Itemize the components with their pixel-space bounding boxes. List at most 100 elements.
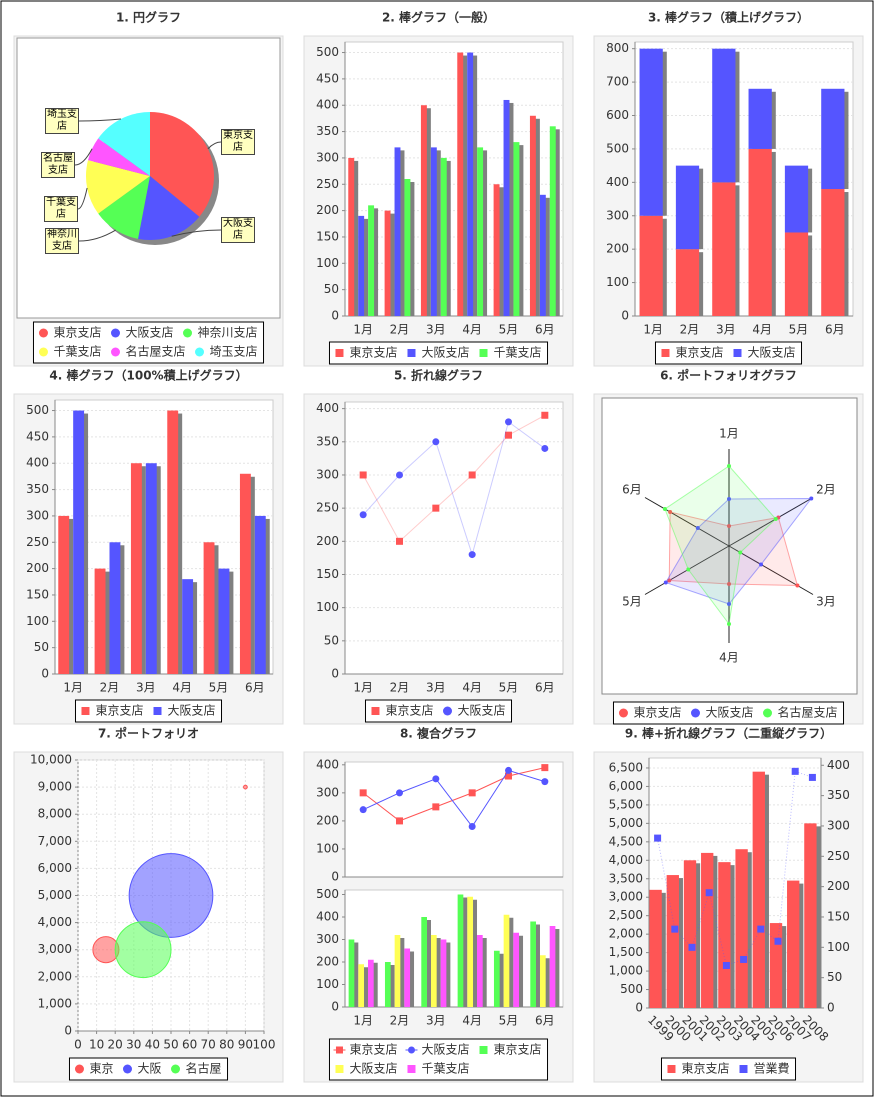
y-tick-label: 400 [316,757,339,771]
point [654,834,662,842]
radar-point [795,583,800,588]
x-tick-label: 2月 [390,1014,410,1028]
y-tick-label: 300 [316,785,339,799]
legend-label: 大阪支店 [125,326,173,340]
radar-axis-label: 6月 [622,483,642,497]
bar [358,215,365,316]
x-tick-label: 1月 [643,323,663,337]
y-tick-label: 100 [606,275,629,289]
point [432,803,440,811]
legend-label: 東京支店 [681,1062,729,1076]
bar [477,935,483,1007]
radar-point [663,580,668,585]
legend-label: 東京支店 [675,346,723,360]
point [359,471,367,479]
legend-label: 大阪支店 [705,706,753,720]
bar [718,862,731,1008]
point [541,778,549,786]
point [705,889,713,897]
radar-point [695,526,700,530]
legend-marker [81,707,90,715]
bar [493,184,500,316]
bar [457,894,464,1007]
x-tick-label: 1月 [353,323,373,337]
y-tick-label: 350 [316,434,339,448]
bar [440,939,447,1007]
x-tick-label: 5月 [499,323,519,337]
bar [254,515,266,674]
radar-point [727,602,731,606]
bar-shadow [424,108,431,316]
y-tick-label: 100 [316,600,339,614]
bar [549,926,556,1007]
legend-marker [479,349,488,357]
bar [675,165,700,250]
y2-tick-label: 0 [827,1001,835,1015]
point [541,764,549,772]
y-tick-label: 150 [316,229,339,243]
point [396,537,403,545]
bar-shadow [398,938,405,1007]
leader-line [171,229,222,237]
plot-area [344,889,564,1008]
x-tick-label: 2月 [390,681,410,695]
y-tick-label: 200 [316,203,339,217]
pie-slice [98,176,150,239]
bar [784,165,809,233]
y-tick-label: 2,000 [609,927,643,941]
point [757,925,765,933]
point [505,766,512,774]
y-tick-label: 500 [316,45,339,59]
y-tick-label: 0 [331,667,339,681]
bar-shadow [497,187,504,316]
y-tick-label: 500 [26,403,49,417]
legend: 東京支店 大阪支店 [364,699,513,723]
radar-point [668,510,673,514]
plot-area [344,401,564,675]
legend-label: 千葉支店 [494,346,542,360]
bar [639,215,663,316]
radar-point [773,517,778,521]
bar [712,48,736,183]
legend-label: 大阪支店 [349,1062,397,1076]
point [396,471,403,479]
y-tick-label: 400 [316,98,339,112]
chart-title: 3. 棒グラフ（積上げグラフ） [648,10,809,25]
pie-slice [88,138,150,176]
bar [821,88,845,190]
bar [784,232,809,316]
bar-shadow [517,935,524,1007]
bar-shadow [408,951,415,1007]
y-tick-label: 1,000 [609,964,643,978]
legend-marker [183,328,193,338]
bar [513,142,520,316]
y-tick-label: 300 [316,150,339,164]
y2-tick-label: 200 [827,879,850,893]
legend-label: 名古屋 [186,1061,222,1076]
y2-tick-label: 400 [827,758,850,772]
x-tick-label: 0 [74,1038,82,1052]
radar-axis-label: 3月 [816,595,836,609]
y2-tick-label: 250 [827,849,850,863]
x-tick-label: 5月 [209,681,229,695]
bar-shadow [533,118,540,317]
x-tick-label: 6月 [535,323,555,337]
legend-label: 東京支店 [349,346,397,360]
x-tick-label: 5月 [789,323,809,337]
radar-point [738,550,743,555]
chart-title: 8. 複合グラフ [400,726,477,741]
pie-label: 東京支店 [221,129,255,155]
pie-slice [150,112,214,217]
chart-title: 7. ポートフォリオ [98,726,199,741]
point [541,444,549,452]
pie-label-text: 千葉支店 [44,196,78,222]
legend-marker [443,706,452,716]
legend-marker [38,328,48,338]
y-tick-label: 450 [316,71,339,85]
y-tick-label: 0 [41,667,49,681]
bar-shadow [481,938,487,1007]
y-tick-label: 300 [606,208,629,222]
x-tick-label: 3月 [716,323,736,337]
bar [384,210,391,316]
